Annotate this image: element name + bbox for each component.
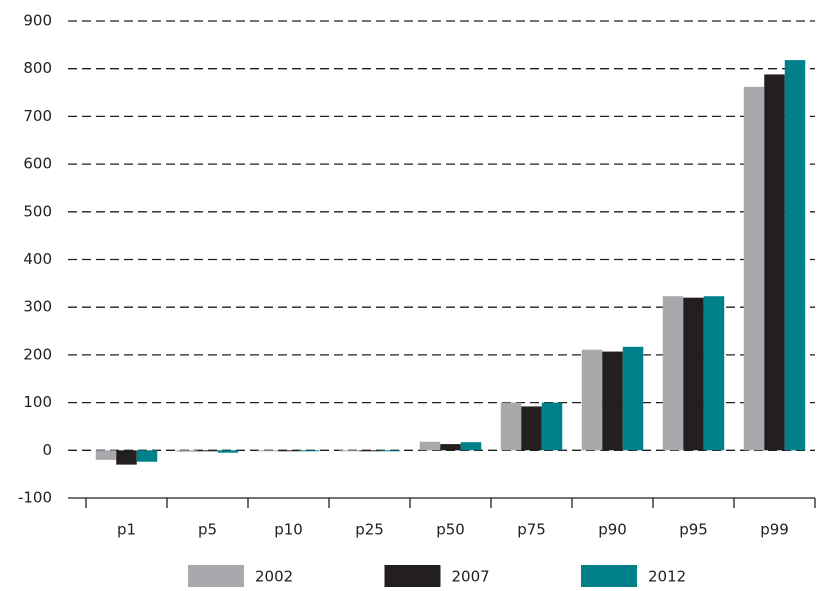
bar — [460, 442, 482, 451]
legend-label: 2007 — [452, 568, 490, 586]
x-tick-label: p90 — [598, 521, 627, 539]
bar — [662, 296, 684, 451]
bar — [359, 450, 380, 452]
legend-label: 2012 — [648, 568, 686, 586]
bar — [622, 346, 644, 451]
y-tick-label: 700 — [23, 107, 52, 125]
bar — [419, 441, 441, 451]
bar — [703, 296, 725, 451]
bar — [257, 450, 279, 452]
bar — [784, 60, 806, 451]
legend-label: 2002 — [255, 568, 293, 586]
legend-swatch — [384, 565, 441, 587]
bar — [116, 450, 137, 465]
y-tick-label: 500 — [23, 202, 52, 220]
bar — [683, 297, 704, 451]
x-tick-label: p75 — [517, 521, 546, 539]
x-tick-label: p95 — [679, 521, 708, 539]
bar — [95, 450, 117, 460]
y-tick-label: 900 — [23, 12, 52, 30]
bar — [298, 450, 320, 452]
bar — [521, 406, 542, 451]
bar — [602, 351, 623, 451]
x-tick-label: p1 — [117, 521, 136, 539]
y-tick-label: 0 — [42, 441, 52, 459]
bar — [217, 450, 239, 453]
x-tick-label: p5 — [198, 521, 217, 539]
bar — [440, 444, 461, 451]
bar — [541, 402, 563, 451]
x-tick-label: p25 — [355, 521, 384, 539]
y-tick-label: 300 — [23, 298, 52, 316]
x-tick-label: p99 — [760, 521, 789, 539]
bar — [743, 86, 765, 451]
y-tick-label: 400 — [23, 250, 52, 268]
bar — [197, 450, 218, 452]
bar — [764, 74, 785, 451]
bar — [176, 450, 198, 452]
y-tick-label: 800 — [23, 59, 52, 77]
bar — [338, 450, 360, 452]
legend-swatch — [581, 565, 637, 587]
bar — [136, 450, 158, 462]
bar — [379, 450, 401, 452]
x-tick-label: p10 — [274, 521, 303, 539]
x-tick-label: p50 — [436, 521, 465, 539]
y-tick-label: 200 — [23, 345, 52, 363]
bar — [278, 450, 299, 452]
legend-swatch — [188, 565, 244, 587]
y-tick-label: 100 — [23, 393, 52, 411]
y-tick-label: -100 — [18, 489, 52, 507]
y-tick-label: 600 — [23, 155, 52, 173]
bar — [500, 402, 522, 451]
bar — [581, 349, 603, 451]
